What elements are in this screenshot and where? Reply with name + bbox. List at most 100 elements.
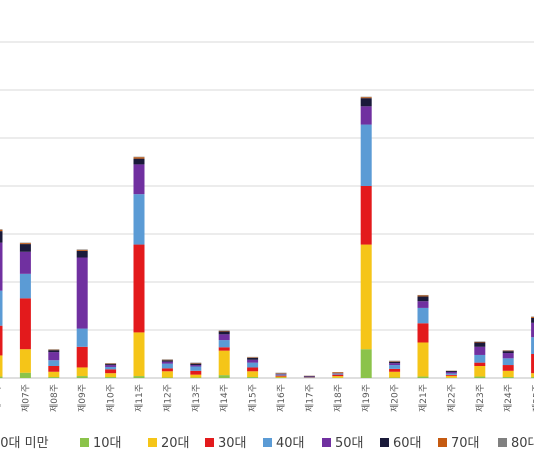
bar-segment	[417, 307, 429, 324]
bar-segment	[48, 366, 60, 372]
bar-segment	[76, 250, 88, 258]
bar-segment	[531, 318, 534, 323]
bar-segment	[133, 244, 145, 333]
x-tick-label: 제25주	[532, 384, 534, 412]
bar-segment	[218, 331, 230, 335]
bar-segment	[417, 323, 429, 343]
bar-segment	[275, 375, 287, 377]
x-tick-label: 제11주	[134, 384, 145, 412]
x-tick-label: 제23주	[475, 384, 486, 412]
bar-segment	[474, 354, 486, 363]
bar-segment	[474, 346, 486, 355]
bar-segment	[0, 290, 3, 326]
legend-label: 80대	[511, 436, 534, 451]
legend: 10대 미만 10대 20대 30대 40대 50대 60대 70대 80대	[0, 436, 534, 451]
bar-segment	[389, 371, 401, 378]
bar-segment	[48, 371, 60, 378]
bar-segment	[474, 376, 486, 378]
bar-segment	[360, 106, 372, 125]
x-tick-label: 제24주	[503, 384, 514, 412]
bar-segment	[19, 244, 31, 252]
bar-segment	[531, 354, 534, 374]
bar-segment	[76, 376, 88, 378]
bar-segment	[445, 373, 457, 375]
bar-segment	[247, 367, 259, 372]
bar-segment	[218, 375, 230, 378]
bar-segment	[105, 365, 117, 367]
bar-segment	[161, 360, 173, 362]
bar-segment	[389, 365, 401, 369]
x-tick-label: 제16주	[276, 384, 287, 412]
bar-segment	[19, 298, 31, 350]
bar-segment	[417, 296, 429, 302]
bar-segment	[133, 194, 145, 245]
bar-segment	[502, 377, 514, 378]
bar-segment	[445, 371, 457, 372]
bar-segment	[48, 360, 60, 366]
bar-segment	[247, 357, 259, 360]
bar-segment	[19, 251, 31, 274]
x-tick-label: 제12주	[162, 384, 173, 412]
bar-segment	[531, 317, 534, 318]
bar-segment	[332, 373, 344, 375]
bar-segment	[360, 98, 372, 107]
bar-segment	[247, 371, 259, 378]
bar-segment	[48, 377, 60, 378]
bar-segment	[502, 353, 514, 359]
bar-segment	[105, 364, 117, 366]
legend-swatch	[498, 438, 507, 447]
bar-segment	[19, 243, 31, 245]
bar-segment	[474, 362, 486, 366]
bar-segment	[389, 368, 401, 372]
bar-segment	[247, 362, 259, 368]
bar-stacks	[0, 96, 534, 378]
x-tick-label: 제14주	[219, 384, 230, 412]
x-tick-label: 제06주	[0, 384, 3, 412]
legend-swatch	[263, 438, 272, 447]
bar-segment	[445, 374, 457, 376]
bar-segment	[474, 342, 486, 347]
x-tick-labels: 제06주 제07주 제08주 제09주 제10주 제11주 제12주 제13주 제14주 제15주…	[0, 384, 534, 412]
bar-segment	[0, 355, 3, 377]
bar-segment	[0, 376, 3, 378]
bar-segment	[133, 157, 145, 159]
x-tick-label: 제09주	[77, 384, 88, 412]
bar-segment	[417, 295, 429, 297]
bar-segment	[417, 376, 429, 378]
bar-segment	[105, 369, 117, 374]
x-tick-label: 제13주	[191, 384, 202, 412]
bar-segment	[389, 361, 401, 364]
x-tick-label: 제18주	[333, 384, 344, 412]
bar-segment	[247, 359, 259, 363]
legend-label: 10대 미만	[0, 436, 49, 451]
legend-swatch	[80, 438, 89, 447]
x-tick-label: 제21주	[418, 384, 429, 412]
bar-segment	[218, 350, 230, 376]
bar-segment	[275, 376, 287, 378]
bar-segment	[76, 328, 88, 347]
bar-segment	[76, 249, 88, 251]
legend-swatch	[205, 438, 214, 447]
legend-label: 30대	[218, 436, 247, 451]
x-tick-label: 제08주	[49, 384, 60, 412]
legend-swatch	[322, 438, 331, 447]
legend-swatch	[380, 438, 389, 447]
bar-segment	[445, 375, 457, 378]
bar-segment	[0, 242, 3, 291]
bar-segment	[332, 376, 344, 378]
bar-segment	[48, 352, 60, 361]
bar-segment	[190, 374, 202, 378]
legend-swatch	[148, 438, 157, 447]
bar-segment	[502, 358, 514, 366]
bar-segment	[161, 363, 173, 369]
bar-segment	[19, 372, 31, 378]
bar-segment	[275, 374, 287, 376]
bar-segment	[105, 373, 117, 378]
legend-label: 60대	[393, 436, 422, 451]
gridlines	[0, 41, 534, 331]
bar-segment	[190, 370, 202, 375]
bar-segment	[133, 376, 145, 378]
bar-segment	[161, 368, 173, 372]
bar-segment	[190, 366, 202, 371]
